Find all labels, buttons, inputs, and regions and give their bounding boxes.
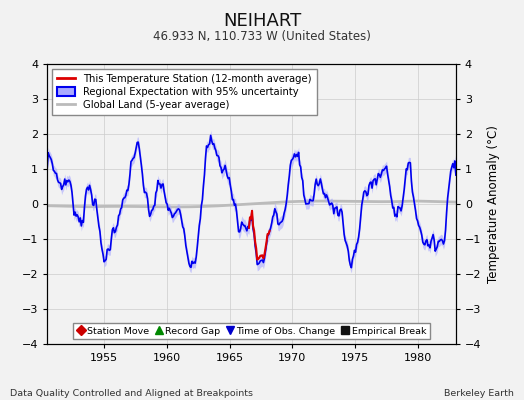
Text: NEIHART: NEIHART [223,12,301,30]
Text: Data Quality Controlled and Aligned at Breakpoints: Data Quality Controlled and Aligned at B… [10,389,254,398]
Text: Berkeley Earth: Berkeley Earth [444,389,514,398]
Legend: Station Move, Record Gap, Time of Obs. Change, Empirical Break: Station Move, Record Gap, Time of Obs. C… [73,323,430,339]
Y-axis label: Temperature Anomaly (°C): Temperature Anomaly (°C) [487,125,500,283]
Text: 46.933 N, 110.733 W (United States): 46.933 N, 110.733 W (United States) [153,30,371,43]
